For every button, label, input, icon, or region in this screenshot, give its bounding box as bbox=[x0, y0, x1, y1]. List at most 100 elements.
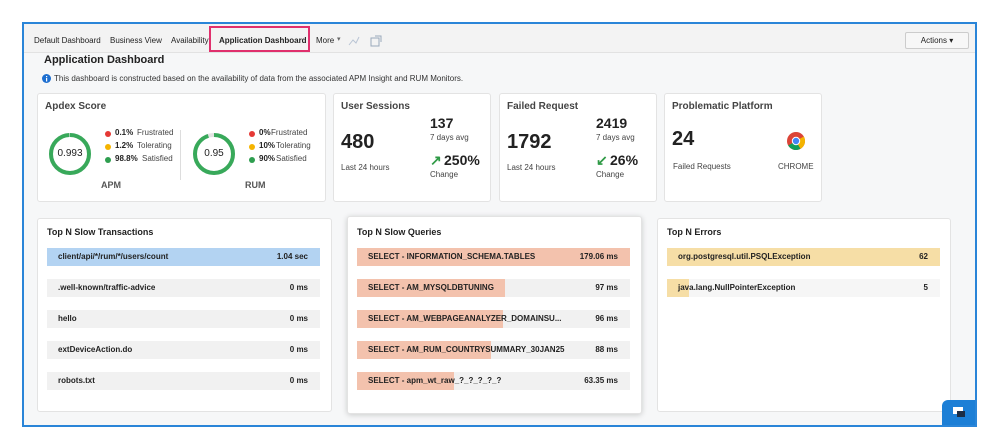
bar bbox=[47, 248, 320, 266]
chat-button[interactable] bbox=[942, 400, 975, 425]
failed-request-card bbox=[499, 93, 657, 202]
legend-value: 10% bbox=[259, 141, 276, 150]
change-caption: Change bbox=[430, 170, 459, 179]
row-value: 1.04 sec bbox=[276, 252, 308, 261]
monitor-name: APM bbox=[101, 180, 121, 190]
legend-label: Frustrated bbox=[271, 128, 308, 137]
chat-icon[interactable] bbox=[942, 400, 975, 425]
row-name: org.postgresql.util.PSQLException bbox=[678, 252, 811, 261]
row-value: 0 ms bbox=[289, 283, 308, 292]
legend-value: 90% bbox=[259, 154, 276, 163]
row-name: SELECT - apm_wt_raw_?_?_?_?_? bbox=[368, 376, 502, 385]
info-icon bbox=[42, 74, 51, 83]
legend-value: 1.2% bbox=[115, 141, 134, 150]
user-sessions-card bbox=[333, 93, 491, 202]
card-title: Problematic Platform bbox=[672, 101, 773, 112]
apdex-ring bbox=[193, 133, 235, 175]
legend-value: 0.1% bbox=[115, 128, 134, 137]
card-title: Apdex Score bbox=[45, 101, 107, 112]
tab[interactable]: Default Dashboard bbox=[34, 36, 101, 45]
chrome-icon bbox=[787, 132, 806, 151]
bar bbox=[357, 248, 630, 266]
row-value: 88 ms bbox=[595, 345, 618, 354]
panel-title: Top N Slow Queries bbox=[357, 227, 442, 237]
legend-dot bbox=[249, 131, 255, 137]
tab-bar bbox=[24, 24, 975, 53]
change-value: 26% bbox=[610, 152, 639, 168]
ring-arc bbox=[49, 133, 91, 175]
actions-button[interactable]: Actions ▾ bbox=[905, 32, 969, 49]
bar bbox=[667, 279, 690, 297]
legend-label: Satisfied bbox=[276, 154, 307, 163]
kpi-caption: Last 24 hours bbox=[507, 163, 556, 172]
tab[interactable]: Availability bbox=[171, 36, 209, 45]
row-background bbox=[667, 279, 940, 297]
apdex-score: 0.993 bbox=[57, 148, 83, 159]
row-name: .well-known/traffic-advice bbox=[58, 283, 156, 292]
bar bbox=[357, 310, 504, 328]
legend-label: Tolerating bbox=[137, 141, 172, 150]
row-background bbox=[47, 372, 320, 390]
bar bbox=[357, 372, 454, 390]
bar bbox=[667, 248, 940, 266]
kpi-caption: Failed Requests bbox=[673, 162, 731, 171]
legend-dot bbox=[105, 157, 111, 163]
kpi-value: 1792 bbox=[507, 131, 552, 153]
legend-label: Tolerating bbox=[276, 141, 311, 150]
apdex-card bbox=[37, 93, 326, 202]
card-title: User Sessions bbox=[341, 101, 410, 112]
legend-dot bbox=[249, 144, 255, 150]
monitor-name: RUM bbox=[245, 180, 266, 190]
row-name: SELECT - AM_MYSQLDBTUNING bbox=[368, 283, 494, 292]
kpi-value: 24 bbox=[672, 128, 695, 150]
row-value: 179.06 ms bbox=[579, 252, 618, 261]
avg-value: 2419 bbox=[596, 115, 628, 131]
kpi-value: 480 bbox=[341, 131, 375, 153]
card-title: Failed Request bbox=[507, 101, 579, 112]
row-name: SELECT - INFORMATION_SCHEMA.TABLES bbox=[368, 252, 536, 261]
bar bbox=[357, 279, 505, 297]
dropdown-caret[interactable]: ▾ bbox=[337, 36, 341, 43]
page-title: Application Dashboard bbox=[44, 54, 165, 66]
row-value: 0 ms bbox=[289, 376, 308, 385]
row-name: robots.txt bbox=[58, 376, 95, 385]
bar bbox=[357, 341, 492, 359]
row-background bbox=[47, 341, 320, 359]
row-name: hello bbox=[58, 314, 77, 323]
avg-caption: 7 days avg bbox=[596, 133, 635, 142]
actions-label[interactable]: Actions bbox=[920, 36, 947, 45]
active-tab-highlight bbox=[209, 26, 310, 52]
tab[interactable]: Business View bbox=[110, 36, 162, 45]
platform-name: CHROME bbox=[778, 162, 814, 171]
kpi-caption: Last 24 hours bbox=[341, 163, 390, 172]
legend-dot bbox=[105, 144, 111, 150]
change-caption: Change bbox=[596, 170, 625, 179]
change-value: 250% bbox=[444, 152, 480, 168]
avg-value: 137 bbox=[430, 115, 454, 131]
panel-title: Top N Errors bbox=[667, 227, 722, 237]
row-value: 5 bbox=[923, 283, 928, 292]
legend-dot bbox=[105, 131, 111, 137]
row-value: 96 ms bbox=[595, 314, 618, 323]
tab[interactable]: Application Dashboard bbox=[219, 36, 307, 45]
tab-icons bbox=[348, 35, 382, 47]
panel-title: Top N Slow Transactions bbox=[47, 227, 154, 237]
apdex-score: 0.95 bbox=[204, 148, 224, 159]
avg-caption: 7 days avg bbox=[430, 133, 469, 142]
tab[interactable]: More bbox=[316, 36, 335, 45]
legend-value: 98.8% bbox=[115, 154, 138, 163]
row-name: extDeviceAction.do bbox=[58, 345, 133, 354]
row-value: 63.35 ms bbox=[584, 376, 618, 385]
row-name: SELECT - AM_RUM_COUNTRYSUMMARY_30JAN25 bbox=[368, 345, 565, 354]
change-arrow: ↗ bbox=[430, 152, 442, 168]
legend-dot bbox=[249, 157, 255, 163]
change-arrow: ↙ bbox=[596, 152, 608, 168]
apdex-ring bbox=[49, 133, 91, 175]
row-background bbox=[47, 279, 320, 297]
row-value: 0 ms bbox=[289, 345, 308, 354]
row-name: client/api/*/rum/*/users/count bbox=[58, 252, 169, 261]
row-value: 97 ms bbox=[595, 283, 618, 292]
legend-label: Frustrated bbox=[137, 128, 174, 137]
legend-label: Satisfied bbox=[142, 154, 173, 163]
